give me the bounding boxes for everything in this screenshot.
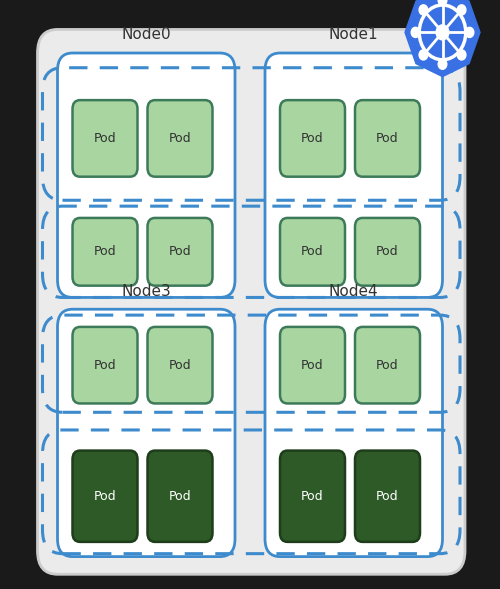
FancyBboxPatch shape xyxy=(280,327,345,403)
FancyBboxPatch shape xyxy=(265,309,442,557)
FancyBboxPatch shape xyxy=(58,309,235,557)
Text: Pod: Pod xyxy=(376,359,399,372)
FancyBboxPatch shape xyxy=(38,29,465,574)
FancyBboxPatch shape xyxy=(355,327,420,403)
Text: Pod: Pod xyxy=(168,245,192,259)
FancyBboxPatch shape xyxy=(72,451,138,542)
FancyBboxPatch shape xyxy=(72,218,138,286)
FancyBboxPatch shape xyxy=(148,451,212,542)
Text: Pod: Pod xyxy=(301,132,324,145)
Circle shape xyxy=(419,5,428,15)
Text: Node1: Node1 xyxy=(329,28,378,42)
FancyBboxPatch shape xyxy=(148,218,212,286)
FancyBboxPatch shape xyxy=(280,451,345,542)
FancyBboxPatch shape xyxy=(280,100,345,177)
Text: Pod: Pod xyxy=(376,132,399,145)
Text: Node4: Node4 xyxy=(329,284,378,299)
Text: Node3: Node3 xyxy=(122,284,171,299)
Text: Pod: Pod xyxy=(94,359,116,372)
Text: Node0: Node0 xyxy=(122,28,171,42)
Text: Pod: Pod xyxy=(301,245,324,259)
Circle shape xyxy=(438,59,447,70)
FancyBboxPatch shape xyxy=(72,100,138,177)
FancyBboxPatch shape xyxy=(355,218,420,286)
Text: Pod: Pod xyxy=(94,489,116,503)
FancyBboxPatch shape xyxy=(265,53,442,297)
Circle shape xyxy=(458,5,466,15)
Text: Pod: Pod xyxy=(301,489,324,503)
Circle shape xyxy=(436,25,449,40)
FancyBboxPatch shape xyxy=(280,218,345,286)
FancyBboxPatch shape xyxy=(148,327,212,403)
Text: Pod: Pod xyxy=(376,245,399,259)
FancyBboxPatch shape xyxy=(58,53,235,297)
Text: Pod: Pod xyxy=(168,489,192,503)
FancyBboxPatch shape xyxy=(355,451,420,542)
Text: Pod: Pod xyxy=(168,359,192,372)
FancyBboxPatch shape xyxy=(355,100,420,177)
Text: Pod: Pod xyxy=(94,132,116,145)
Text: Pod: Pod xyxy=(376,489,399,503)
Circle shape xyxy=(438,0,447,6)
FancyBboxPatch shape xyxy=(148,100,212,177)
Circle shape xyxy=(419,50,428,60)
Text: Pod: Pod xyxy=(168,132,192,145)
Text: Pod: Pod xyxy=(301,359,324,372)
Polygon shape xyxy=(405,0,480,77)
Text: Pod: Pod xyxy=(94,245,116,259)
Circle shape xyxy=(465,27,474,38)
Circle shape xyxy=(411,27,420,38)
Circle shape xyxy=(458,50,466,60)
FancyBboxPatch shape xyxy=(72,327,138,403)
